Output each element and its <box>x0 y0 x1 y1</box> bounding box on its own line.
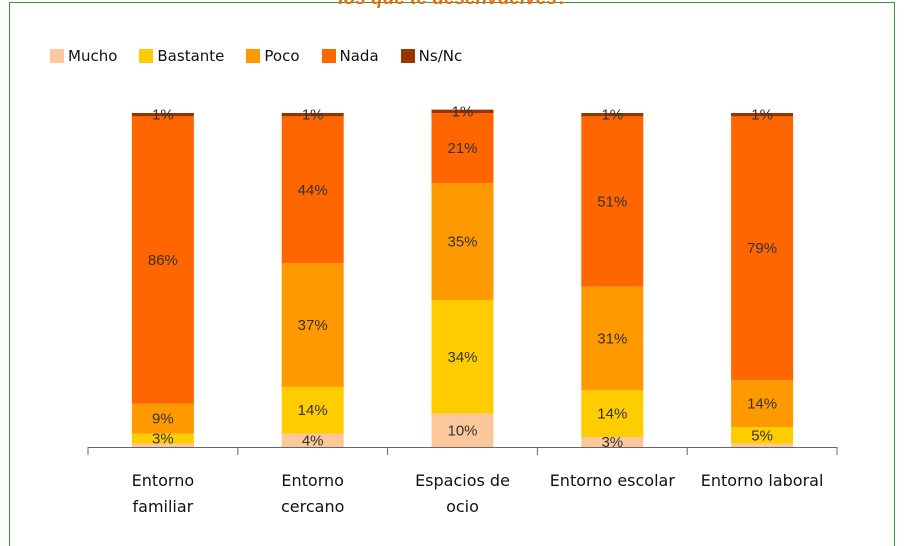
bar-segment <box>731 116 794 381</box>
bar-segment <box>431 109 494 113</box>
legend-item: Nada <box>321 47 379 65</box>
legend-swatch <box>246 49 261 63</box>
data-label: 1% <box>452 103 474 120</box>
data-label: 79% <box>747 240 777 257</box>
bar-segment <box>131 433 194 444</box>
x-tick-label: Entorno cercano <box>280 471 345 516</box>
chart-title: los que te desenvuelves? <box>0 0 907 10</box>
bar-segment <box>731 113 794 117</box>
bar-segment <box>731 426 794 444</box>
legend-item: Bastante <box>139 47 224 65</box>
data-label: 51% <box>597 193 627 210</box>
legend-label: Poco <box>264 47 300 65</box>
data-label: 34% <box>447 349 477 366</box>
data-label: 14% <box>597 406 627 423</box>
data-label: 1% <box>601 107 623 124</box>
data-label: 35% <box>447 234 477 251</box>
legend-swatch <box>400 49 415 63</box>
bar-segment <box>581 113 644 117</box>
data-label: 44% <box>298 182 328 199</box>
data-label: 4% <box>302 432 324 449</box>
bar-segment <box>281 386 344 434</box>
legend-label: Nada <box>339 47 379 65</box>
x-tick-label: Entorno laboral <box>700 471 824 490</box>
bar-segment <box>281 433 344 447</box>
bar-segment <box>581 116 644 287</box>
data-label: 14% <box>298 402 328 419</box>
x-tick-label: Entorno familiar <box>131 471 195 516</box>
bar-segment <box>281 116 344 264</box>
data-label: 31% <box>597 330 627 347</box>
data-label: 1% <box>152 107 174 124</box>
x-tick-label: Espacios de ocio <box>415 471 510 516</box>
data-label: 3% <box>601 434 623 451</box>
legend-item: Poco <box>246 47 300 65</box>
bar-segment <box>131 443 194 447</box>
bar-segment <box>131 116 194 404</box>
data-label: 21% <box>447 140 477 157</box>
data-label: 14% <box>747 396 777 413</box>
legend-swatch <box>139 49 154 63</box>
legend-swatch <box>50 49 64 63</box>
bar-segment <box>431 183 494 301</box>
data-label: 1% <box>751 107 773 124</box>
legend-label: Ns/Nc <box>418 47 463 65</box>
bar-segment <box>131 403 194 434</box>
x-tick-label: Entorno escolar <box>549 471 675 490</box>
bar-segment <box>431 300 494 414</box>
data-label: 86% <box>148 252 178 269</box>
data-label: 37% <box>298 317 328 334</box>
bar-segment <box>581 286 644 391</box>
data-label: 10% <box>447 422 477 439</box>
bar-segment <box>431 113 494 184</box>
bar-segment <box>731 443 794 447</box>
legend: Mucho Bastante Poco Nada Ns/Nc <box>50 47 462 65</box>
legend-label: Bastante <box>157 47 225 65</box>
bar-segment <box>131 113 194 117</box>
data-label: 1% <box>302 107 324 124</box>
frame <box>9 2 895 546</box>
legend-label: Mucho <box>68 47 118 65</box>
bar-segment <box>581 390 644 437</box>
bar-segment <box>731 380 794 427</box>
legend-item: Mucho <box>50 47 117 65</box>
bar-segment <box>281 113 344 117</box>
data-label: 5% <box>751 427 773 444</box>
legend-swatch <box>321 49 336 63</box>
bar-segment <box>431 413 494 447</box>
data-label: 9% <box>152 411 174 428</box>
legend-item: Ns/Nc <box>400 47 463 65</box>
data-label: 3% <box>152 431 174 448</box>
bar-segment <box>281 263 344 387</box>
bar-segment <box>581 436 644 447</box>
